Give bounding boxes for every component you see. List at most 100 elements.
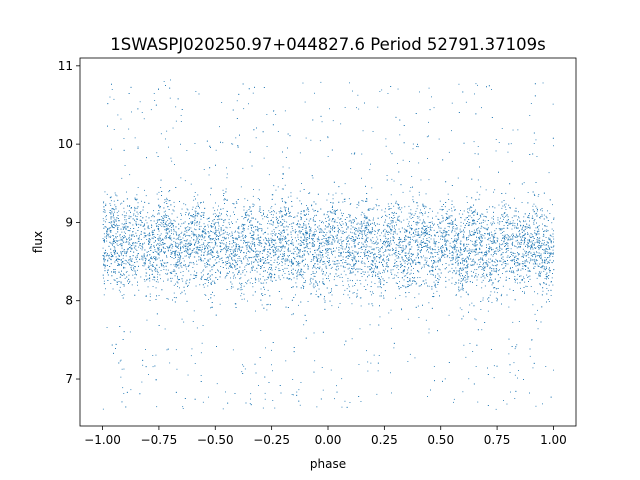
data-point bbox=[519, 243, 520, 245]
data-point bbox=[248, 245, 250, 247]
data-point bbox=[444, 249, 445, 251]
data-point bbox=[351, 236, 353, 237]
data-point bbox=[548, 268, 550, 270]
data-point bbox=[326, 251, 328, 253]
data-point bbox=[137, 187, 139, 188]
data-point bbox=[395, 221, 397, 223]
data-point bbox=[160, 133, 162, 135]
data-point bbox=[485, 189, 487, 191]
data-point bbox=[453, 401, 454, 403]
data-point bbox=[532, 205, 534, 207]
data-point bbox=[258, 210, 260, 212]
data-point bbox=[124, 267, 126, 269]
data-point bbox=[245, 265, 247, 266]
data-point bbox=[384, 211, 386, 213]
data-point bbox=[149, 280, 151, 282]
data-point bbox=[502, 205, 504, 207]
data-point bbox=[446, 248, 448, 250]
data-point bbox=[474, 211, 476, 213]
data-point bbox=[385, 235, 386, 237]
data-point bbox=[338, 247, 340, 248]
data-point bbox=[540, 266, 542, 268]
data-point bbox=[176, 281, 178, 283]
data-point bbox=[267, 303, 269, 305]
data-point bbox=[126, 212, 127, 214]
data-point bbox=[396, 257, 398, 259]
data-point bbox=[535, 248, 536, 249]
data-point bbox=[304, 247, 306, 249]
data-point bbox=[523, 257, 524, 258]
data-point bbox=[277, 236, 278, 237]
data-point bbox=[419, 234, 421, 236]
data-point bbox=[280, 242, 282, 244]
data-point bbox=[357, 222, 359, 224]
data-point bbox=[183, 240, 185, 241]
data-point bbox=[159, 240, 161, 242]
data-point bbox=[179, 244, 181, 246]
data-point bbox=[344, 183, 346, 185]
data-point bbox=[281, 274, 283, 276]
data-point bbox=[253, 233, 255, 235]
data-point bbox=[444, 240, 446, 242]
data-point bbox=[234, 260, 236, 262]
data-point bbox=[274, 407, 276, 409]
data-point bbox=[492, 223, 494, 225]
data-point bbox=[351, 246, 353, 248]
data-point bbox=[120, 282, 122, 284]
data-point bbox=[422, 241, 424, 243]
data-point bbox=[104, 241, 105, 242]
data-point bbox=[288, 278, 290, 280]
data-point bbox=[148, 239, 150, 241]
data-point bbox=[516, 227, 517, 229]
data-point bbox=[233, 252, 235, 254]
data-point bbox=[423, 246, 424, 248]
data-point bbox=[284, 247, 286, 249]
data-point bbox=[500, 254, 502, 256]
data-point bbox=[536, 251, 537, 253]
data-point bbox=[321, 220, 323, 222]
data-point bbox=[374, 259, 376, 261]
data-point bbox=[160, 278, 161, 280]
data-point bbox=[128, 281, 130, 283]
data-point bbox=[447, 223, 449, 224]
data-point bbox=[409, 278, 411, 280]
data-point bbox=[149, 293, 151, 295]
data-point bbox=[215, 232, 216, 234]
data-point bbox=[445, 240, 447, 242]
data-point bbox=[107, 253, 108, 254]
data-point bbox=[518, 231, 520, 233]
data-point bbox=[204, 294, 206, 295]
data-point bbox=[534, 260, 535, 262]
data-point bbox=[391, 254, 393, 256]
data-point bbox=[363, 286, 365, 287]
data-point bbox=[240, 285, 242, 287]
data-point bbox=[546, 288, 548, 289]
data-point bbox=[383, 260, 385, 262]
data-point bbox=[228, 254, 230, 256]
data-point bbox=[416, 245, 418, 246]
data-point bbox=[484, 285, 486, 287]
data-point bbox=[170, 271, 172, 273]
data-point bbox=[218, 255, 220, 257]
data-point bbox=[407, 284, 409, 286]
data-point bbox=[112, 255, 114, 257]
data-point bbox=[462, 279, 464, 281]
data-point bbox=[246, 283, 248, 285]
data-point bbox=[218, 228, 220, 230]
data-point bbox=[281, 214, 283, 216]
data-point bbox=[330, 212, 332, 214]
data-point bbox=[458, 288, 459, 290]
data-point bbox=[482, 213, 484, 215]
data-point bbox=[435, 243, 437, 245]
data-point bbox=[461, 254, 463, 256]
data-point bbox=[203, 212, 205, 213]
data-point bbox=[343, 293, 345, 295]
data-point bbox=[221, 240, 223, 241]
data-point bbox=[177, 259, 179, 260]
data-point bbox=[259, 240, 261, 242]
data-point bbox=[123, 294, 125, 296]
data-point bbox=[382, 264, 384, 266]
data-point bbox=[192, 278, 194, 279]
data-point bbox=[158, 227, 159, 229]
data-point bbox=[128, 259, 129, 261]
